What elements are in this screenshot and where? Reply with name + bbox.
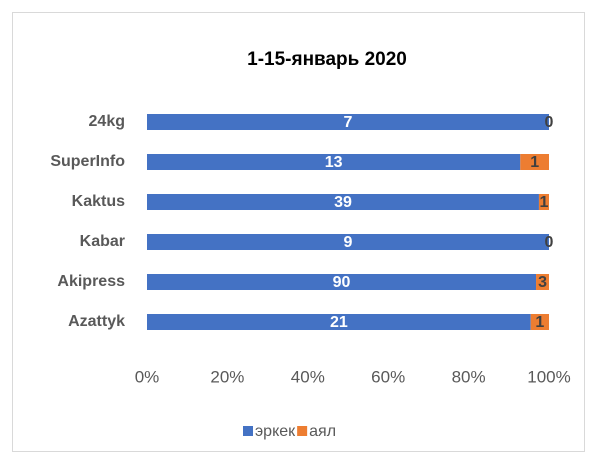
x-tick-label: 60% [371, 367, 405, 386]
x-tick-label: 80% [452, 367, 486, 386]
bar-segment [520, 154, 549, 170]
x-tick-label: 0% [135, 367, 160, 386]
x-tick-label: 20% [210, 367, 244, 386]
bar-segment [147, 154, 521, 170]
bar-segment [530, 314, 549, 330]
data-label: 1 [535, 314, 544, 331]
legend-label: эркек [255, 423, 296, 440]
bar-segment [147, 274, 537, 290]
bar-segment [147, 194, 539, 210]
data-label: 3 [538, 274, 547, 291]
y-tick-label: 24kg [89, 113, 125, 130]
data-label: 0 [545, 114, 554, 131]
data-label: 21 [330, 314, 348, 331]
legend-label: аял [309, 423, 336, 440]
data-label: 13 [325, 154, 343, 171]
y-tick-label: Akipress [57, 273, 125, 290]
bar-segment [147, 114, 549, 130]
data-label: 39 [334, 194, 352, 211]
y-tick-label: Azattyk [68, 313, 125, 330]
bar-segment [147, 234, 549, 250]
data-label: 1 [530, 154, 539, 171]
data-label: 9 [344, 234, 353, 251]
chart-title: 1-15-январь 2020 [247, 49, 407, 70]
bar-segment [538, 194, 549, 210]
legend-swatch [297, 426, 308, 436]
y-tick-label: SuperInfo [50, 153, 125, 170]
data-label: 7 [344, 114, 353, 131]
data-label: 1 [540, 194, 549, 211]
data-label: 90 [333, 274, 351, 291]
y-tick-label: Kabar [80, 233, 125, 250]
x-tick-label: 40% [291, 367, 325, 386]
bar-segment [147, 314, 531, 330]
bar-segment [536, 274, 549, 290]
legend-swatch [243, 426, 253, 436]
x-tick-label: 100% [527, 367, 570, 386]
chart-border [12, 12, 585, 452]
data-label: 0 [545, 234, 554, 251]
y-tick-label: Kaktus [72, 193, 125, 210]
